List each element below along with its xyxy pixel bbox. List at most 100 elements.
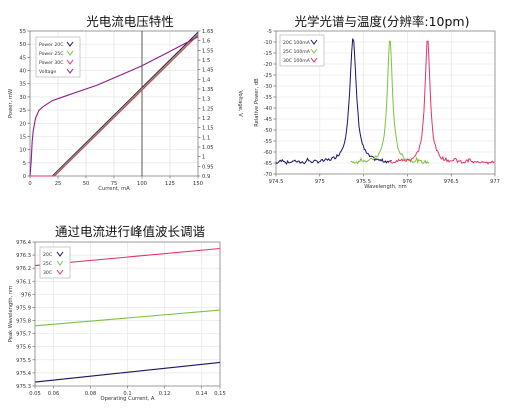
- chart-spectrum: 光学光谱与温度(分辨率:10pm) 974.5 975 975.5 976 976.5 9…: [250, 0, 509, 200]
- y2-tick-label: 1.2: [202, 116, 210, 122]
- y-tick-label: -5: [267, 29, 272, 35]
- x-tick-label: 0.15: [214, 391, 226, 397]
- y-axis-label: Peak Wavelength, nm: [8, 286, 14, 342]
- legend-marker: [66, 68, 74, 74]
- y-tick-label: 35: [19, 82, 26, 88]
- x-tick-label: 75: [111, 181, 118, 187]
- legend-label: Power 30C: [39, 60, 63, 66]
- y-tick-label: -65: [264, 161, 272, 167]
- y2-tick-label: 1: [202, 155, 205, 161]
- y2-tick-label: 1.5: [202, 58, 210, 64]
- series-line: [387, 40, 495, 165]
- y-tick-label: -10: [264, 40, 272, 46]
- x-axis-label: Wavelength, nm: [364, 184, 406, 190]
- x-axis-label: Operating Current, A: [101, 396, 155, 402]
- y-tick-label: -20: [264, 62, 272, 68]
- x-axis-label: Current, mA: [98, 186, 130, 192]
- y-tick-label: 15: [19, 134, 26, 140]
- series-line: [34, 309, 221, 327]
- legend-marker: [310, 48, 318, 54]
- legend-label: 30C: [43, 270, 52, 276]
- y2-tick-label: 0.95: [202, 164, 214, 170]
- legend-marker: [310, 39, 318, 45]
- y-tick-label: 975.7: [16, 332, 31, 338]
- plot-border: [29, 30, 199, 177]
- series-line: [29, 36, 199, 177]
- legend-marker: [310, 57, 318, 63]
- y-tick-label: -35: [264, 95, 272, 101]
- y-tick-label: 20: [19, 121, 26, 127]
- x-tick-label: 0.14: [196, 391, 208, 397]
- legend-marker: [66, 59, 74, 65]
- y-axis-label: Relative Power, dB: [254, 78, 260, 127]
- legend-label: Power 25C: [39, 51, 63, 57]
- y-tick-label: -40: [264, 106, 272, 112]
- y2-tick-label: 1.6: [202, 39, 210, 45]
- y-axis-label: Power, mW: [8, 89, 14, 118]
- x-tick-label: 50: [83, 181, 90, 187]
- y-tick-label: 0: [23, 174, 26, 180]
- y-tick-label: 975.5: [16, 358, 31, 364]
- legend-label: 20C 100mA: [283, 40, 311, 46]
- chart-title: 光学光谱与温度(分辨率:10pm): [294, 14, 470, 29]
- y-tick-label: -30: [264, 84, 272, 90]
- legend-box: [35, 36, 81, 78]
- y2-tick-label: 1.15: [202, 126, 214, 132]
- y-tick-label: 50: [19, 42, 26, 48]
- chart-title: 光电流电压特性: [86, 14, 174, 29]
- y2-axis-label: Voltage, V: [237, 90, 243, 117]
- legend-label: 25C: [43, 261, 52, 267]
- chart-title: 通过电流进行峰值波长调谐: [54, 224, 205, 239]
- chart-li-iv: 光电流电压特性 0 25 50 75 100 125 150 0 5 10 15 20 25 30 35 40…: [0, 0, 250, 200]
- y2-tick-label: 0.9: [202, 174, 210, 180]
- y-tick-label: -25: [264, 73, 272, 79]
- y-tick-label: 975.6: [16, 345, 31, 351]
- legend-marker: [56, 251, 64, 257]
- x-tick-label: 976: [402, 179, 412, 185]
- y-tick-label: 5: [23, 161, 26, 167]
- series-line: [34, 361, 221, 383]
- y2-tick-label: 1.65: [202, 29, 214, 35]
- x-tick-label: 125: [165, 181, 175, 187]
- y-tick-label: -45: [264, 117, 272, 123]
- legend-label: 20C: [43, 252, 52, 258]
- x-tick-label: 0.06: [48, 391, 60, 397]
- x-tick-label: 0.08: [85, 391, 97, 397]
- y2-tick-label: 1.55: [202, 48, 214, 54]
- legend-marker: [66, 41, 74, 47]
- y-tick-label: 975.8: [16, 319, 31, 325]
- x-tick-label: 0: [28, 181, 31, 187]
- y-tick-label: 975.3: [16, 384, 31, 390]
- x-tick-label: 0.12: [159, 391, 171, 397]
- y-tick-label: 976.2: [16, 266, 31, 272]
- y-tick-label: -55: [264, 139, 272, 145]
- legend-marker: [56, 269, 64, 275]
- y-tick-label: 45: [19, 55, 26, 61]
- y-tick-label: 976: [21, 292, 31, 298]
- x-tick-label: 0.05: [29, 391, 41, 397]
- y-tick-label: 10: [19, 148, 26, 154]
- y-tick-label: -50: [264, 128, 272, 134]
- y2-tick-label: 1.45: [202, 68, 214, 74]
- x-tick-label: 975: [315, 179, 325, 185]
- chart-tuning-svg: 0.05 0.06 0.08 0.1 0.12 0.14 0.15 975.3 975.4 975…: [8, 240, 226, 402]
- plot-border: [275, 30, 496, 175]
- x-tick-label: 975.5: [356, 179, 371, 185]
- x-tick-label: 977: [490, 179, 500, 185]
- plot-border: [34, 241, 221, 387]
- y-tick-label: 976.1: [16, 279, 31, 285]
- chart-tuning: 通过电流进行峰值波长调谐 0.05 0.06 0.08 0.1 0.12 0.14 0.15…: [0, 210, 250, 416]
- x-tick-label: 976.5: [444, 179, 459, 185]
- legend-label: Power 20C: [39, 42, 63, 48]
- y-tick-label: 30: [19, 95, 26, 101]
- legend-box: [39, 246, 71, 279]
- legend-label: 25C 100mA: [283, 49, 311, 55]
- y2-tick-label: 1.35: [202, 87, 214, 93]
- y2-tick-label: 1.3: [202, 97, 210, 103]
- y-tick-label: 976.4: [16, 240, 32, 246]
- legend-marker: [66, 50, 74, 56]
- y-tick-label: 40: [19, 69, 26, 75]
- legend-marker: [56, 260, 64, 266]
- y-tick-label: 975.9: [16, 305, 31, 311]
- legend-label: Voltage: [39, 69, 56, 75]
